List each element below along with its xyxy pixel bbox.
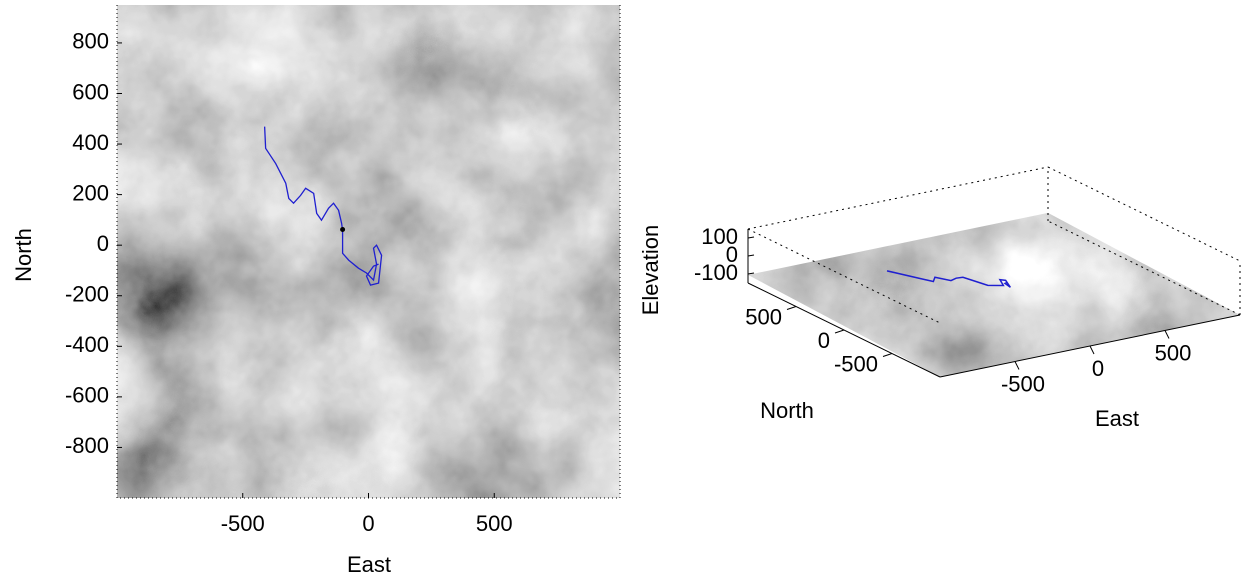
path-line — [886, 270, 1011, 288]
z-tick — [747, 254, 755, 257]
x-axis-label: East — [1095, 406, 1139, 431]
y-tick-label: 500 — [745, 304, 782, 329]
z-tick — [747, 236, 755, 239]
z-axis-label: Elevation — [638, 225, 663, 316]
y-axis-label: North — [760, 398, 814, 423]
y-tick-label: -500 — [834, 351, 878, 376]
x-tick — [1089, 345, 1095, 355]
y-tick-label: -200 — [65, 282, 109, 307]
plot-frame — [116, 5, 621, 499]
path-line — [263, 126, 383, 286]
position-marker — [340, 227, 346, 233]
box-edge — [747, 166, 1049, 230]
y-tick — [834, 329, 845, 334]
y-tick-label: -600 — [65, 383, 109, 408]
y-tick-label: 400 — [72, 130, 109, 155]
y-tick-label: 200 — [72, 180, 109, 205]
x-axis-label: East — [347, 552, 391, 577]
x-tick-label: -500 — [1001, 371, 1045, 396]
x-tick-label: -500 — [221, 511, 265, 536]
y-tick-label: 0 — [818, 328, 830, 353]
x-tick-label: 0 — [362, 511, 374, 536]
y-axis-label: North — [11, 228, 36, 282]
x-tick-label: 500 — [1155, 340, 1192, 365]
x-tick — [1014, 361, 1020, 370]
z-tick-label: -100 — [694, 260, 738, 285]
y-tick-label: 0 — [97, 231, 109, 256]
z-tick — [747, 272, 755, 275]
y-tick-label: 600 — [72, 79, 109, 104]
y-tick — [882, 353, 893, 357]
x-tick — [1164, 330, 1170, 339]
z-tick-label: 0 — [726, 242, 738, 267]
y-tick-label: -400 — [65, 332, 109, 357]
x-tick-label: 0 — [1092, 356, 1104, 381]
y-tick-label: -800 — [65, 433, 109, 458]
y-tick — [786, 306, 797, 310]
x-tick-label: 500 — [476, 511, 513, 536]
z-tick-label: 100 — [701, 224, 738, 249]
elevation-map — [117, 5, 620, 498]
y-tick-label: 800 — [72, 29, 109, 54]
